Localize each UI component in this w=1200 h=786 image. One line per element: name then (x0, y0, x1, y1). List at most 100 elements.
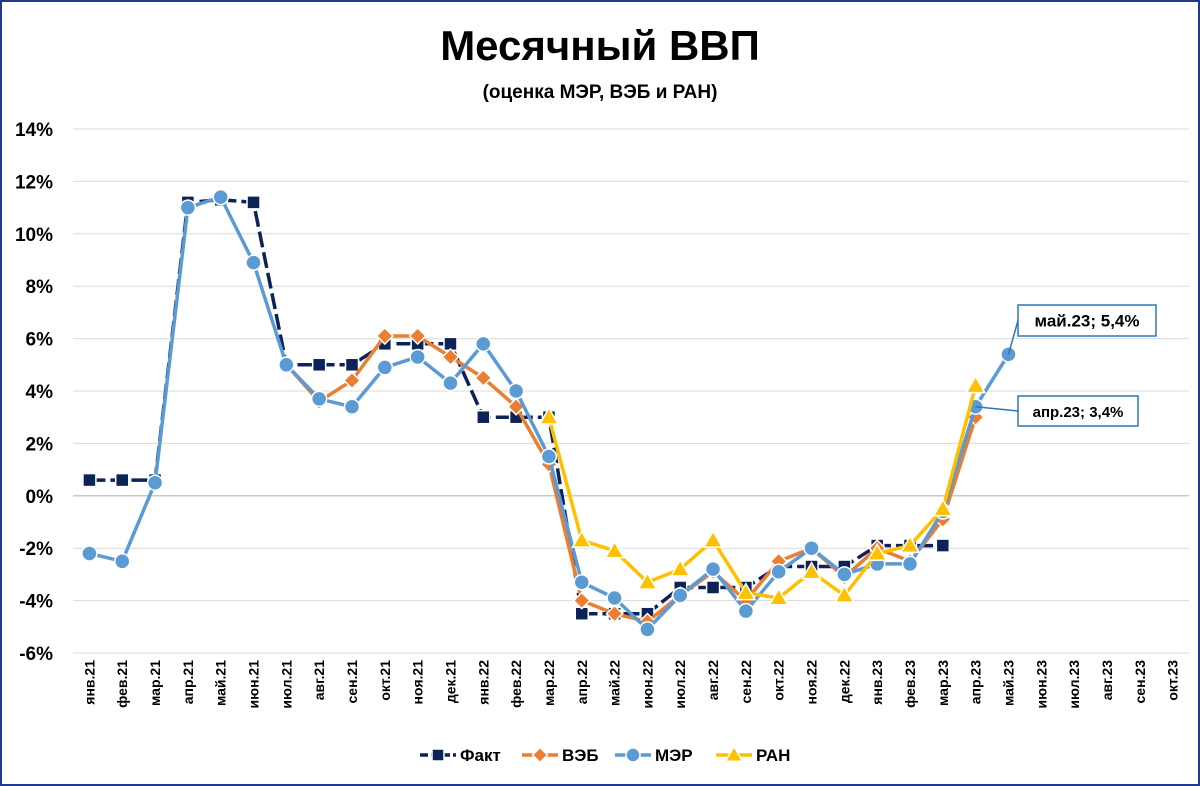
x-tick-label: сен.21 (344, 660, 360, 704)
legend-item-Факт: Факт (420, 746, 501, 765)
data-point (705, 580, 721, 595)
data-point (901, 555, 919, 573)
data-point (572, 591, 591, 610)
callout-leader (1007, 320, 1019, 355)
x-tick-label: мар.22 (541, 660, 557, 706)
x-tick-label: июн.21 (246, 660, 262, 709)
x-tick-label: сен.22 (738, 660, 754, 704)
x-tick-label: авг.22 (705, 660, 721, 700)
data-point (571, 529, 593, 548)
y-tick-label: -2% (19, 539, 53, 560)
y-tick-label: 14% (15, 120, 53, 141)
data-point (866, 542, 888, 562)
x-tick-label: окт.23 (1165, 660, 1181, 701)
x-tick-label: апр.21 (180, 660, 196, 704)
data-point (311, 357, 327, 373)
x-tick-label: ноя.22 (804, 660, 820, 705)
chart-title: Месячный ВВП (440, 22, 760, 69)
x-tick-label: окт.22 (771, 660, 787, 701)
series-layer (81, 188, 1017, 638)
data-point (935, 538, 951, 553)
data-point (605, 604, 624, 623)
data-point (507, 382, 525, 400)
x-tick-label: сен.23 (1132, 660, 1148, 704)
x-tick-label: май.23 (1000, 660, 1016, 706)
series-МЭР (81, 188, 1017, 638)
data-point (965, 375, 987, 394)
legend-label: МЭР (655, 746, 693, 765)
data-point (408, 326, 427, 346)
gridlines (73, 128, 1189, 654)
series-line (89, 197, 943, 616)
x-tick-label: мар.23 (935, 660, 951, 706)
data-point (212, 188, 229, 206)
y-tick-label: -4% (19, 592, 53, 613)
x-tick-label: фев.22 (508, 660, 524, 708)
data-point (474, 368, 493, 388)
data-point (704, 560, 722, 578)
data-point (342, 371, 362, 390)
callout-label: апр.23; 3,4% (1033, 404, 1124, 421)
callout: апр.23; 3,4% (975, 395, 1139, 427)
data-point (639, 621, 656, 638)
data-point (801, 561, 822, 580)
data-point (476, 409, 491, 425)
data-point (540, 448, 558, 465)
legend-label: РАН (756, 746, 790, 765)
callout-label: май.23; 5,4% (1034, 312, 1139, 331)
y-tick-label: -6% (19, 644, 53, 665)
data-point (246, 195, 261, 210)
data-point (671, 587, 689, 604)
x-tick-label: авг.23 (1099, 660, 1115, 700)
x-tick-label: авг.21 (311, 660, 327, 700)
x-tick-label: май.21 (213, 660, 229, 706)
x-tick-label: дек.21 (442, 660, 458, 703)
data-point (836, 566, 853, 583)
y-tick-label: 2% (26, 434, 54, 455)
x-tick-label: дек.22 (836, 660, 852, 703)
x-tick-label: мар.21 (147, 660, 163, 706)
y-tick-label: 0% (26, 487, 54, 508)
data-point (637, 571, 658, 590)
data-point (475, 335, 492, 353)
x-tick-label: окт.21 (377, 660, 393, 701)
x-tick-label: июл.22 (672, 660, 688, 709)
data-point (114, 472, 130, 488)
y-axis: 14% 12% 10% 8% 6% 4% 2% 0% -2% -4% -6% (15, 120, 53, 665)
callout-box (1017, 395, 1139, 427)
x-tick-label: июл.23 (1066, 660, 1082, 709)
data-point (82, 472, 97, 488)
data-point (113, 553, 131, 570)
callout-leader (975, 405, 1019, 412)
series-line (285, 334, 978, 624)
x-tick-label: июл.21 (278, 660, 294, 709)
legend-item-РАН: РАН (716, 745, 790, 765)
data-point (604, 540, 625, 559)
data-point (932, 498, 954, 517)
data-point (803, 539, 820, 557)
data-point (146, 474, 164, 491)
data-point (833, 584, 855, 603)
x-tick-label: июн.23 (1033, 660, 1049, 709)
data-point (179, 199, 197, 216)
data-point (538, 406, 560, 425)
legend-swatch-marker (531, 746, 549, 764)
legend-label: ВЭБ (562, 746, 599, 765)
data-point (770, 563, 787, 581)
data-point (81, 545, 98, 562)
y-tick-label: 12% (15, 172, 53, 193)
legend-swatch-marker (625, 747, 641, 763)
x-tick-label: ноя.21 (410, 660, 426, 705)
y-tick-label: 6% (26, 330, 54, 351)
data-point (737, 602, 755, 620)
x-tick-label: июн.22 (639, 660, 655, 709)
data-point (442, 374, 459, 392)
data-point (441, 347, 460, 367)
data-point (376, 359, 394, 376)
data-point (245, 254, 262, 271)
legend-item-МЭР: МЭР (615, 746, 693, 765)
data-point (573, 574, 591, 591)
data-point (310, 390, 328, 408)
